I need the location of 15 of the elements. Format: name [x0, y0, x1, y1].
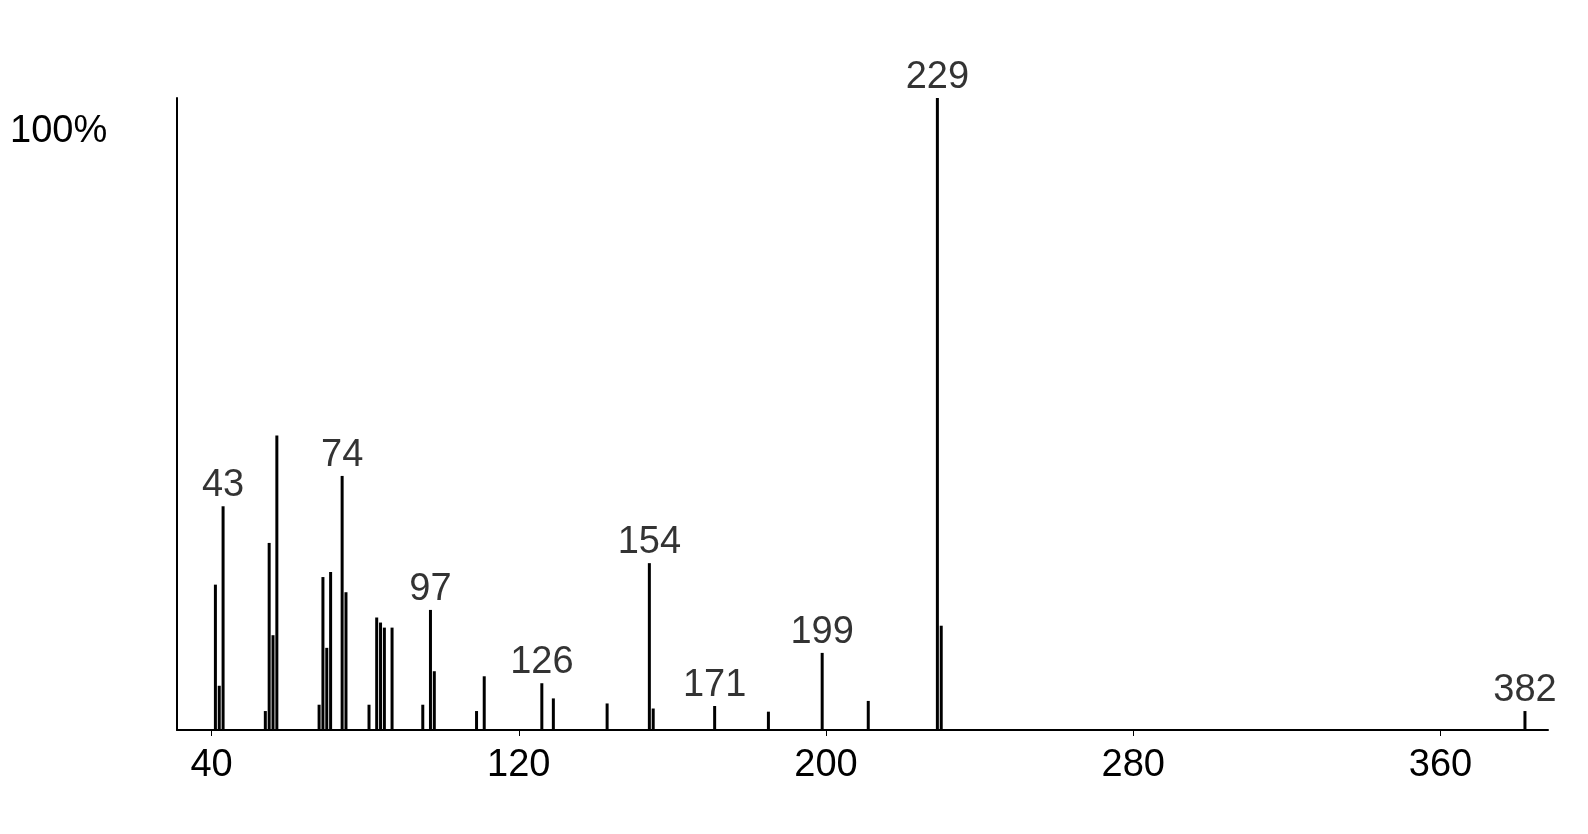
annotation: 74 [320, 431, 364, 474]
x-tick-label: 120 [487, 742, 551, 784]
annotation: 154 [617, 519, 682, 562]
x-tick-label: 280 [1101, 742, 1165, 784]
annotation: 229 [905, 54, 970, 96]
x-tick-label: 200 [794, 742, 858, 784]
x-tick-label: 360 [1408, 742, 1473, 784]
annotation: 171 [682, 661, 747, 704]
annotation: 97 [409, 565, 452, 608]
x-tick-label: 40 [190, 742, 233, 784]
annotation: 382 [1493, 667, 1557, 710]
annotation: 199 [790, 608, 854, 651]
text: 100% [10, 108, 108, 150]
annotation: 43 [201, 462, 245, 505]
annotation: 126 [510, 639, 574, 682]
